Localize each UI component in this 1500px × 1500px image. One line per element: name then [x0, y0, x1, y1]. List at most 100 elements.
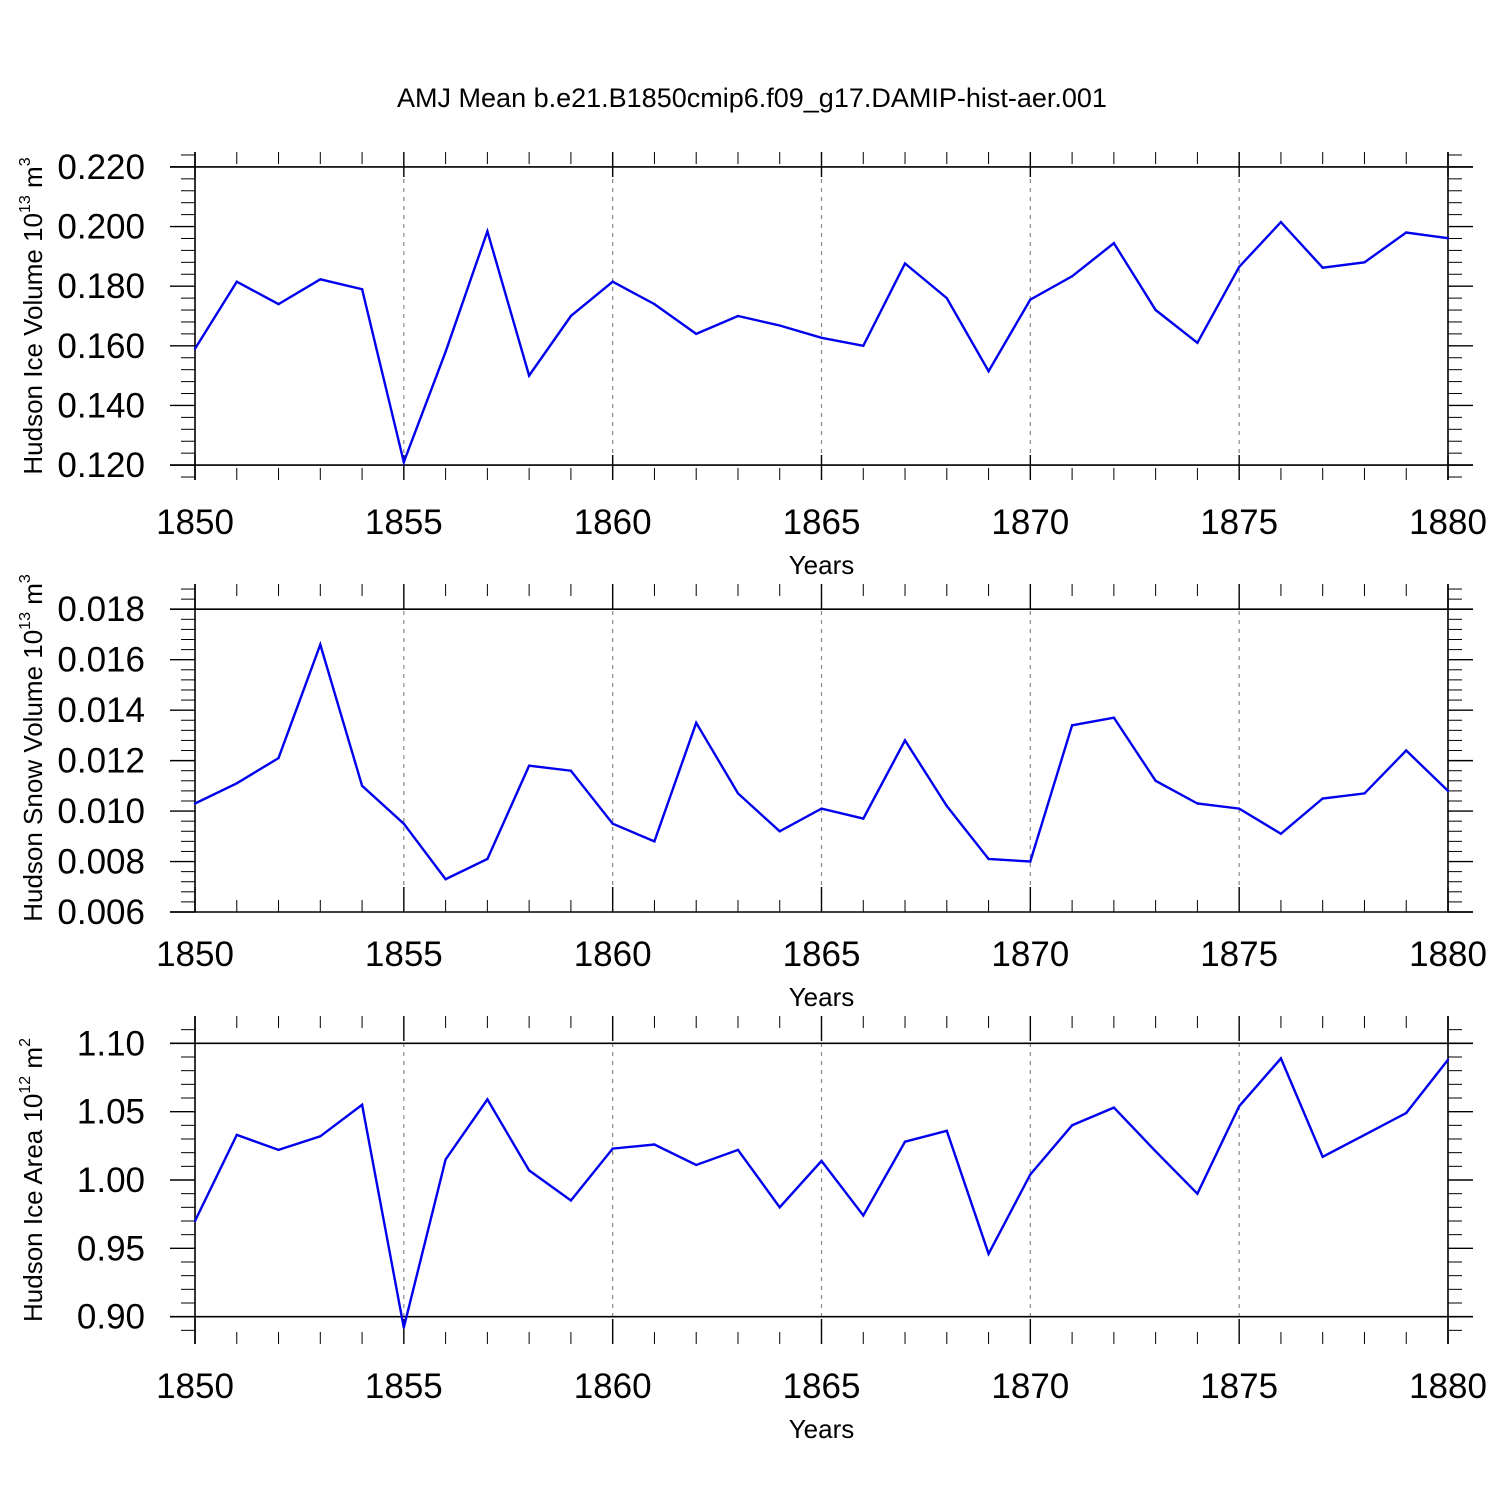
data-point: [987, 369, 990, 373]
data-point: [277, 1148, 280, 1152]
x-tick-label: 1855: [365, 1367, 443, 1406]
data-point: [193, 802, 197, 805]
data-point: [778, 830, 781, 833]
data-point: [402, 822, 406, 825]
data-point: [319, 1135, 322, 1138]
data-point: [360, 1103, 364, 1107]
data-point: [1279, 1057, 1283, 1060]
data-point: [1154, 779, 1157, 782]
data-point: [1405, 231, 1408, 234]
data-point: [1446, 789, 1450, 793]
data-point: [444, 878, 447, 881]
data-point: [193, 347, 197, 350]
data-point: [1154, 1150, 1157, 1153]
y-tick-label: 0.014: [57, 691, 145, 730]
data-point: [653, 1143, 656, 1146]
data-point: [1029, 1173, 1032, 1176]
data-point: [903, 262, 907, 265]
data-point: [1237, 807, 1241, 810]
data-point: [653, 840, 656, 843]
data-point: [736, 1148, 740, 1152]
x-tick-label: 1865: [783, 503, 861, 542]
data-point: [653, 302, 656, 306]
data-point: [1321, 266, 1324, 269]
data-point: [1112, 716, 1116, 719]
x-tick-label: 1880: [1409, 1367, 1487, 1406]
data-point: [527, 374, 531, 377]
y-axis-label-exponent: 13: [17, 612, 34, 630]
y-tick-label: 0.160: [57, 327, 145, 366]
data-point: [903, 1140, 907, 1143]
data-point: [1237, 1105, 1241, 1108]
x-tick-label: 1850: [156, 1367, 234, 1406]
x-axis-label: Years: [789, 982, 855, 1012]
y-tick-label: 0.010: [57, 792, 145, 831]
data-point: [1279, 832, 1283, 835]
data-point: [695, 721, 698, 724]
y-tick-label: 0.012: [57, 742, 145, 781]
x-tick-label: 1870: [991, 935, 1069, 974]
data-point: [319, 643, 322, 646]
y-tick-label: 1.05: [77, 1093, 145, 1132]
data-point: [402, 1326, 406, 1329]
y-tick-label: 0.95: [77, 1229, 145, 1268]
data-point: [1196, 802, 1199, 805]
data-point: [235, 1133, 238, 1137]
data-point: [736, 314, 740, 318]
data-point: [444, 350, 447, 353]
y-tick-label: 0.90: [77, 1298, 145, 1337]
data-point: [1446, 236, 1450, 240]
data-point: [862, 344, 865, 348]
data-point: [1405, 1111, 1408, 1115]
data-point: [820, 1159, 823, 1163]
data-point: [611, 1147, 614, 1150]
y-axis-label-unit-exponent: 3: [17, 574, 34, 583]
x-tick-label: 1860: [574, 503, 652, 542]
data-point: [1363, 261, 1366, 264]
data-point: [1070, 1124, 1074, 1127]
data-point: [486, 857, 489, 861]
data-point: [1363, 792, 1366, 795]
y-tick-label: 0.180: [57, 267, 145, 306]
y-tick-label: 0.140: [57, 386, 145, 425]
data-point: [778, 324, 781, 327]
y-axis-label: Hudson Snow Volume 1013 m3: [17, 574, 48, 922]
data-point: [987, 857, 990, 861]
data-point: [611, 280, 614, 283]
chart-title: AMJ Mean b.e21.B1850cmip6.f09_g17.DAMIP-…: [397, 83, 1107, 113]
data-point: [319, 278, 322, 281]
data-point: [235, 280, 238, 283]
data-point: [1196, 341, 1199, 345]
panel-1: 0.120 0.140 0.160 0.180 0.200 0.220 1850 1855 18…: [17, 148, 1487, 580]
data-point: [277, 302, 280, 306]
x-tick-label: 1860: [574, 1367, 652, 1406]
x-tick-label: 1880: [1409, 503, 1487, 542]
data-point: [1446, 1058, 1450, 1061]
y-tick-label: 1.10: [77, 1024, 145, 1063]
data-point: [945, 1129, 948, 1133]
data-point: [945, 296, 948, 300]
x-tick-label: 1870: [991, 1367, 1069, 1406]
y-axis-label-unit-exponent: 2: [17, 1038, 34, 1047]
data-point: [444, 1158, 447, 1161]
data-point: [527, 764, 531, 767]
data-point: [1029, 298, 1032, 301]
data-point: [1029, 860, 1032, 863]
data-point: [945, 804, 948, 808]
data-point: [360, 287, 364, 291]
data-point: [1321, 797, 1324, 800]
data-point: [820, 807, 823, 810]
data-point: [235, 782, 238, 785]
panel-3: 0.90 0.95 1.00 1.05 1.10 1850 1855 1860 1865 1870…: [17, 1016, 1487, 1444]
y-tick-label: 0.008: [57, 843, 145, 882]
x-tick-label: 1865: [783, 1367, 861, 1406]
y-tick-label: 1.00: [77, 1161, 145, 1200]
data-point: [277, 756, 280, 760]
x-tick-label: 1875: [1200, 503, 1278, 542]
y-axis-label: Hudson Ice Volume 1013 m3: [17, 157, 48, 474]
y-axis-label-text: Hudson Ice Area 10: [18, 1094, 48, 1322]
data-point: [1070, 724, 1074, 727]
data-point: [360, 784, 364, 788]
